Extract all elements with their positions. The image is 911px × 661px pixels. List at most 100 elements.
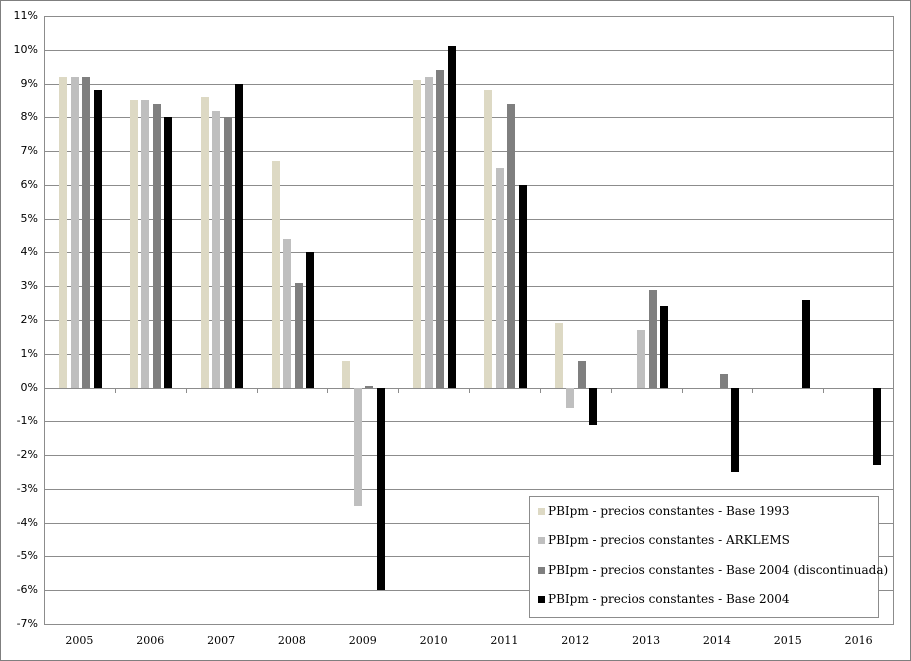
- gridline: [44, 16, 894, 17]
- y-tick-label: 10%: [13, 42, 38, 56]
- bar: [731, 387, 739, 472]
- bar: [424, 76, 433, 388]
- bar: [93, 90, 102, 388]
- legend: PBIpm - precios constantes - Base 1993 P…: [529, 496, 888, 618]
- bar: [376, 387, 385, 591]
- gridline: [44, 624, 894, 625]
- legend-swatch-icon: [538, 595, 545, 603]
- x-tick-mark: [469, 387, 470, 393]
- y-tick-label: 3%: [20, 279, 38, 293]
- y-tick-label: 6%: [20, 177, 38, 191]
- y-tick-label: -4%: [16, 515, 38, 529]
- y-tick-label: -2%: [16, 448, 38, 462]
- gridline: [44, 590, 894, 592]
- x-tick-mark: [327, 387, 329, 393]
- y-tick-label: 5%: [20, 211, 38, 225]
- bar: [436, 70, 445, 388]
- bar: [306, 252, 314, 388]
- bar: [518, 184, 527, 388]
- x-tick-label: 2010: [419, 634, 448, 647]
- bar: [566, 387, 575, 408]
- legend-item-base-2004-discontinuada: PBIpm - precios constantes - Base 2004 (…: [538, 562, 888, 578]
- bar: [200, 97, 209, 388]
- legend-item-base-1993: PBIpm - precios constantes - Base 1993: [538, 503, 790, 519]
- gridline: [44, 83, 894, 85]
- bar: [164, 117, 173, 388]
- y-tick-label: 2%: [20, 313, 38, 326]
- gridline: [44, 286, 894, 288]
- x-tick-mark: [256, 387, 258, 393]
- plot-area: [44, 16, 894, 625]
- y-tick-label: 7%: [20, 144, 38, 158]
- legend-item-arklems: PBIpm - precios constantes - ARKLEMS: [538, 532, 790, 548]
- gridline: [44, 49, 894, 51]
- x-tick-mark: [681, 387, 683, 393]
- gridline: [44, 320, 894, 321]
- x-tick-mark: [185, 387, 187, 393]
- bar: [495, 168, 504, 388]
- bar: [223, 117, 232, 388]
- legend-swatch-icon: [538, 507, 545, 515]
- gridline: [44, 522, 894, 524]
- y-tick-label: 1%: [20, 346, 38, 360]
- y-tick-label: -1%: [16, 414, 38, 428]
- gridline: [44, 421, 894, 423]
- bar: [353, 387, 362, 506]
- bar: [271, 161, 280, 388]
- legend-swatch-icon: [538, 566, 545, 574]
- x-tick-label: 2012: [561, 634, 590, 647]
- x-tick-label: 2007: [207, 634, 236, 647]
- bar: [70, 76, 79, 388]
- legend-label: PBIpm - precios constantes - Base 2004 (…: [548, 563, 889, 577]
- bar: [801, 299, 810, 388]
- gridline: [44, 353, 894, 355]
- x-tick-label: 2009: [348, 634, 377, 647]
- gridline: [44, 151, 894, 153]
- x-tick-label: 2016: [844, 634, 873, 647]
- y-tick-label: -7%: [16, 617, 38, 630]
- legend-label: PBIpm - precios constantes - Base 1993: [548, 504, 790, 518]
- y-tick-label: -6%: [16, 583, 38, 597]
- bar: [294, 282, 303, 388]
- gridline: [44, 455, 894, 457]
- x-tick-mark: [752, 387, 754, 393]
- legend-label: PBIpm - precios constantes - ARKLEMS: [548, 533, 790, 547]
- bar: [82, 76, 90, 388]
- x-tick-label: 2006: [136, 634, 165, 647]
- bar: [637, 330, 646, 388]
- legend-swatch-icon: [538, 536, 545, 544]
- y-tick-label: 11%: [13, 9, 38, 22]
- bar: [59, 76, 67, 388]
- bar: [872, 387, 881, 466]
- bar: [577, 360, 586, 388]
- bar: [212, 110, 221, 388]
- x-tick-mark: [398, 387, 400, 393]
- x-tick-label: 2013: [632, 634, 661, 647]
- y-tick-label: 8%: [20, 110, 38, 124]
- x-tick-label: 2014: [702, 634, 731, 647]
- legend-item-base-2004: PBIpm - precios constantes - Base 2004: [538, 591, 790, 607]
- bar: [365, 385, 374, 388]
- bar: [554, 323, 563, 388]
- x-tick-label: 2011: [490, 634, 519, 647]
- bar: [283, 238, 291, 388]
- bar: [152, 103, 161, 388]
- bar: [484, 90, 492, 388]
- bar: [413, 80, 422, 388]
- y-tick-label: -3%: [16, 481, 38, 495]
- bar: [660, 306, 669, 388]
- x-tick-label: 2005: [65, 634, 94, 647]
- x-tick-mark: [114, 387, 116, 393]
- gridline: [44, 117, 894, 119]
- bar: [507, 103, 515, 388]
- y-tick-label: 9%: [20, 76, 38, 90]
- gridline: [44, 488, 894, 490]
- bar: [648, 289, 657, 388]
- x-tick-label: 2015: [773, 634, 802, 647]
- y-tick-label: -5%: [16, 549, 38, 563]
- bar: [235, 83, 244, 388]
- y-tick-label: 0%: [20, 380, 38, 394]
- gridline: [44, 556, 894, 558]
- bar: [719, 374, 728, 388]
- gridline: [44, 252, 894, 254]
